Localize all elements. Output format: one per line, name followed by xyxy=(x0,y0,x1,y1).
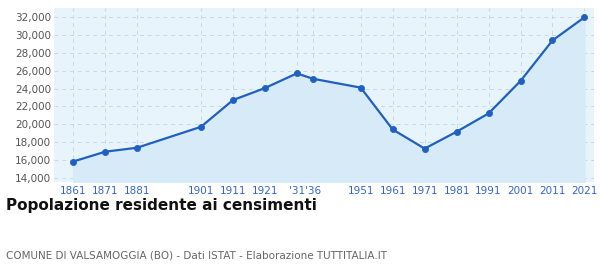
Point xyxy=(516,79,526,83)
Point xyxy=(420,146,430,151)
Point xyxy=(292,71,302,76)
Text: Popolazione residente ai censimenti: Popolazione residente ai censimenti xyxy=(6,198,317,213)
Point xyxy=(452,129,461,134)
Point xyxy=(308,76,317,81)
Point xyxy=(228,98,238,102)
Point xyxy=(100,150,110,154)
Text: COMUNE DI VALSAMOGGIA (BO) - Dati ISTAT - Elaborazione TUTTITALIA.IT: COMUNE DI VALSAMOGGIA (BO) - Dati ISTAT … xyxy=(6,250,387,260)
Point xyxy=(580,15,589,20)
Point xyxy=(132,146,142,150)
Point xyxy=(388,127,397,132)
Point xyxy=(548,38,557,43)
Point xyxy=(484,111,493,116)
Point xyxy=(260,86,269,90)
Point xyxy=(68,159,78,164)
Point xyxy=(356,85,365,90)
Point xyxy=(196,125,206,129)
